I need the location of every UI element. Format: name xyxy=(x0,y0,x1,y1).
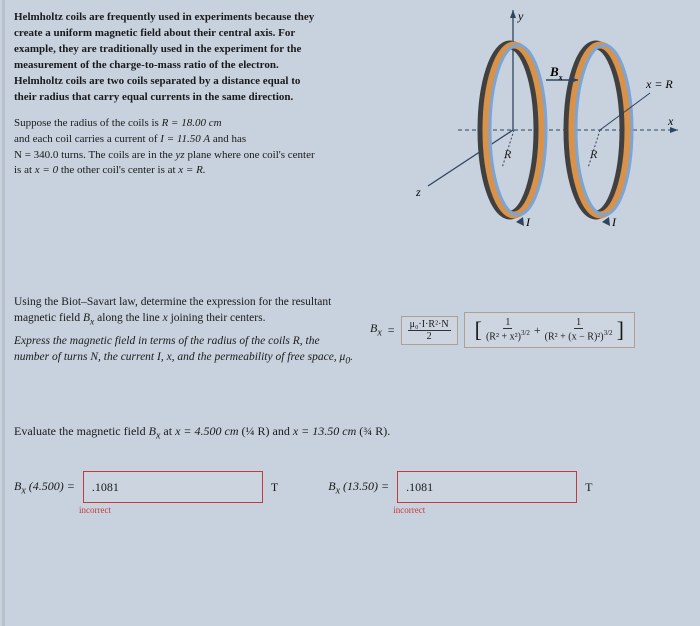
prob-l2b: and has xyxy=(213,133,246,145)
z-axis-label: z xyxy=(415,185,421,199)
formula-coeff-box[interactable]: μ₀·I·R²·N 2 xyxy=(401,316,458,345)
a2-label: Bx (13.50) = xyxy=(328,479,389,496)
formula-plus: + xyxy=(534,323,541,338)
s2-t3: joining their centers. xyxy=(171,312,266,324)
formula-den: 2 xyxy=(425,331,434,342)
answer-2-block: Bx (13.50) = .1081 T incorrect xyxy=(328,471,592,515)
s2-x: x xyxy=(163,312,168,324)
prob-yz: yz xyxy=(176,149,185,161)
formula-lhs: Bx xyxy=(370,321,382,338)
page-container: Helmholtz coils are frequently used in e… xyxy=(0,0,700,525)
prob-l3: turns. The coils are in the xyxy=(61,149,175,161)
intro-paragraph: Helmholtz coils are frequently used in e… xyxy=(14,10,324,106)
formula-num: μ₀·I·R²·N xyxy=(408,319,451,331)
s3-Bx: Bx xyxy=(149,424,161,438)
s2-Bx: Bx xyxy=(83,312,94,324)
a2-value: .1081 xyxy=(406,480,433,495)
answers-row: Bx (4.500) = .1081 T incorrect Bx (13.50… xyxy=(14,471,686,515)
formula-one1: 1 xyxy=(503,317,512,329)
a1-status: incorrect xyxy=(79,505,278,515)
xR-label: x = R xyxy=(645,77,673,91)
a2-unit: T xyxy=(585,480,592,495)
intro-bold: Helmholtz coils are frequently used in e… xyxy=(14,11,314,103)
formula-bracket-box[interactable]: [ 1 (R² + x²)3/2 + 1 (R² + (x − R)²)3/2 … xyxy=(464,312,635,348)
R2-label: R xyxy=(589,147,598,161)
y-axis-label: y xyxy=(517,9,524,23)
s3-at: at xyxy=(163,424,175,438)
s3-and: and xyxy=(273,424,293,438)
formula-eq: = xyxy=(388,323,395,338)
s3-x2: x = 13.50 cm xyxy=(293,424,356,438)
R1-label: R xyxy=(503,147,512,161)
prob-I: I = 11.50 A xyxy=(160,133,210,145)
prob-l3c: the other coil's center is at xyxy=(61,164,178,176)
a1-label: Bx (4.500) = xyxy=(14,479,75,496)
formula-t2: (R² + (x − R)²)3/2 xyxy=(543,329,615,342)
formula-answer: Bx = μ₀·I·R²·N 2 [ 1 (R² + x²)3/2 + 1 (R… xyxy=(370,312,635,348)
I2-label: I xyxy=(611,215,617,229)
helmholtz-diagram: y z x R R I I Bx xyxy=(328,8,688,243)
formula-t1: (R² + x²)3/2 xyxy=(484,329,532,342)
answer-1-input[interactable]: .1081 xyxy=(83,471,263,503)
prob-R: R = 18.00 cm xyxy=(162,117,222,129)
problem-paragraph: Suppose the radius of the coils is R = 1… xyxy=(14,116,324,180)
evaluate-section: Evaluate the magnetic field Bx at x = 4.… xyxy=(14,424,686,441)
s3-x1: x = 4.500 cm xyxy=(175,424,238,438)
s3-f2: (¾ R). xyxy=(359,424,390,438)
prob-N: N = 340.0 xyxy=(14,149,58,161)
s2-hint: Express the magnetic field in terms of t… xyxy=(14,335,353,363)
prob-x0: x = 0 xyxy=(35,164,58,176)
s3-text: Evaluate the magnetic field xyxy=(14,424,149,438)
answer-2-input[interactable]: .1081 xyxy=(397,471,577,503)
page-left-edge xyxy=(2,0,5,626)
I1-label: I xyxy=(525,215,531,229)
prob-l2a: and each coil carries a current of xyxy=(14,133,160,145)
a2-status: incorrect xyxy=(393,505,592,515)
a1-unit: T xyxy=(271,480,278,495)
prob-l1: Suppose the radius of the coils is xyxy=(14,117,162,129)
s3-f1: (¼ R) xyxy=(242,424,270,438)
s2-t2: along the line xyxy=(97,312,162,324)
prob-xr: x = R. xyxy=(178,164,205,176)
x-axis-label: x xyxy=(667,114,674,128)
biot-savart-section: Using the Biot–Savart law, determine the… xyxy=(14,294,354,368)
formula-one2: 1 xyxy=(574,317,583,329)
answer-1-block: Bx (4.500) = .1081 T incorrect xyxy=(14,471,278,515)
a1-value: .1081 xyxy=(92,480,119,495)
